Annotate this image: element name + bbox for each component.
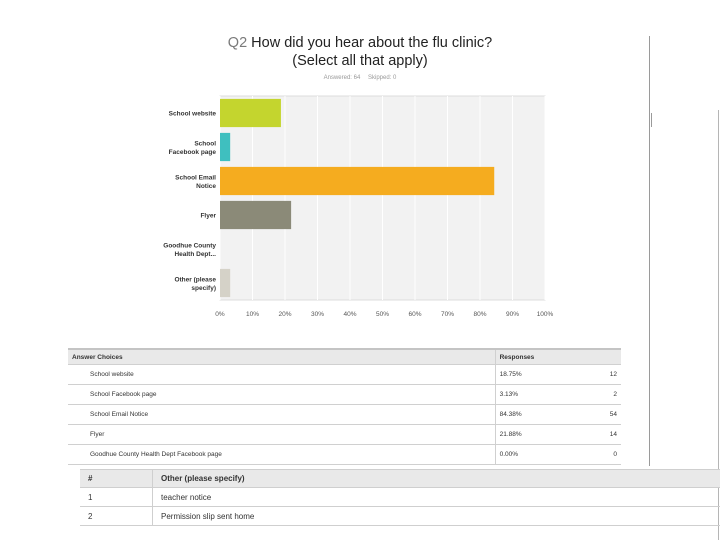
x-tick-label: 20%	[278, 311, 291, 318]
response-count: 14	[583, 424, 621, 445]
frame-line-right	[718, 110, 719, 540]
table-row: Goodhue County Health Dept Facebook page…	[68, 444, 621, 465]
x-tick-label: 80%	[473, 311, 486, 318]
x-tick-label: 0%	[215, 311, 225, 318]
other-response-text: teacher notice	[152, 487, 720, 507]
x-tick-label: 60%	[408, 311, 421, 318]
header-count	[583, 348, 621, 365]
answer-choice: Flyer	[68, 424, 496, 445]
bar	[220, 166, 495, 196]
response-percent: 3.13%	[494, 384, 584, 405]
answers-table-header: Answer Choices Responses	[68, 348, 621, 365]
question-number: Q2	[227, 35, 248, 51]
answer-choice: Goodhue County Health Dept Facebook page	[68, 444, 496, 465]
answer-choice: School website	[68, 364, 496, 385]
other-table-header: # Other (please specify)	[80, 469, 720, 488]
header-responses: Responses	[494, 348, 584, 365]
response-percent: 18.75%	[494, 364, 584, 385]
x-tick-label: 90%	[506, 311, 519, 318]
response-percent: 0.00%	[494, 444, 584, 465]
header-number: #	[80, 469, 153, 488]
table-row: School Email Notice 84.38% 54	[68, 404, 621, 425]
response-count: 2	[583, 384, 621, 405]
category-label: School website	[169, 111, 217, 118]
skipped-count: Skipped: 0	[368, 75, 397, 81]
other-response-text: Permission slip sent home	[152, 506, 720, 526]
question-title-line2: (Select all that apply)	[292, 53, 428, 69]
response-count: 0	[583, 444, 621, 465]
x-tick-label: 30%	[311, 311, 324, 318]
x-tick-label: 70%	[441, 311, 454, 318]
category-label: Flyer	[200, 213, 216, 220]
x-tick-label: 50%	[376, 311, 389, 318]
x-tick-label: 100%	[537, 311, 554, 318]
response-count: 12	[583, 364, 621, 385]
table-row: 1 teacher notice	[80, 487, 720, 507]
answer-choices-table: Answer Choices Responses School website …	[68, 348, 621, 465]
row-number: 2	[80, 506, 153, 526]
bar	[220, 132, 231, 162]
answer-choice: School Facebook page	[68, 384, 496, 405]
header-answer-choices: Answer Choices	[68, 348, 496, 365]
table-row: School website 18.75% 12	[68, 364, 621, 385]
response-percent: 84.38%	[494, 404, 584, 425]
response-count: 54	[583, 404, 621, 425]
response-percent: 21.88%	[494, 424, 584, 445]
category-label: Goodhue County Health Dept...	[163, 242, 216, 258]
answered-skipped: Answered: 64 Skipped: 0	[150, 75, 570, 81]
other-responses-table: # Other (please specify) 1 teacher notic…	[80, 469, 720, 526]
table-row: Flyer 21.88% 14	[68, 424, 621, 445]
table-row: School Facebook page 3.13% 2	[68, 384, 621, 405]
frame-tick	[651, 113, 652, 127]
category-label: Other (please specify)	[174, 276, 216, 292]
header-other-specify: Other (please specify)	[152, 469, 720, 488]
x-tick-label: 40%	[343, 311, 356, 318]
row-number: 1	[80, 487, 153, 507]
question-title-line1: How did you hear about the flu clinic?	[251, 35, 493, 51]
category-label: School Facebook page	[169, 140, 217, 156]
bar-chart: 0% 10% 20% 30% 40% 50% 60% 70% 80% 90% 100% School …	[163, 95, 554, 318]
answered-count: Answered: 64	[323, 75, 361, 81]
category-label: School Email Notice	[175, 174, 216, 190]
x-tick-label: 10%	[246, 311, 259, 318]
chart-title: Q2 How did you hear about the flu clinic…	[150, 34, 570, 70]
table-row: 2 Permission slip sent home	[80, 506, 720, 526]
bar	[220, 200, 292, 230]
frame-line-left	[649, 36, 650, 466]
answer-choice: School Email Notice	[68, 404, 496, 425]
bar	[220, 98, 281, 128]
bar	[220, 268, 231, 298]
